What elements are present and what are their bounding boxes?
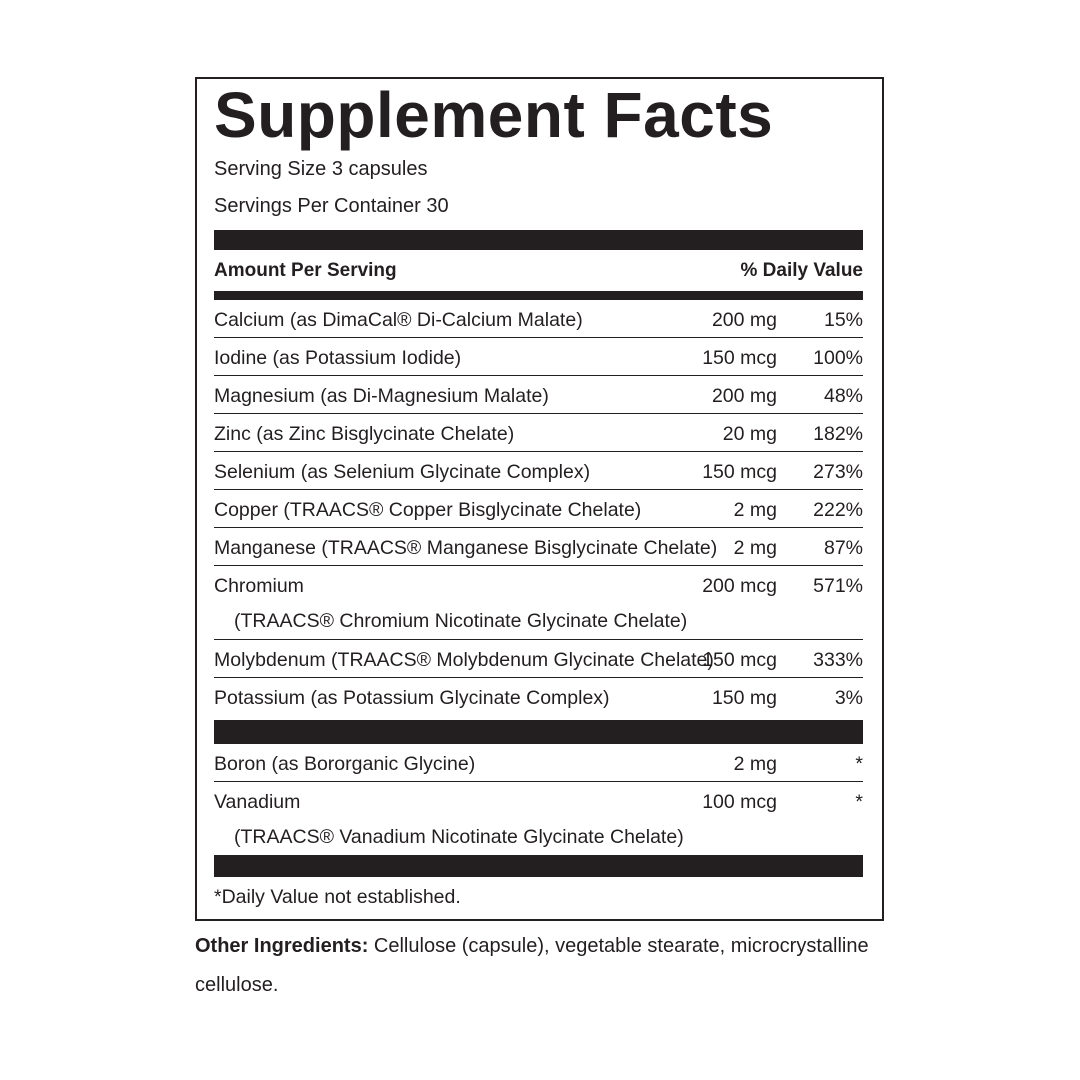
daily-value: 571%	[813, 575, 863, 597]
thick-rule	[214, 230, 863, 250]
thick-rule	[214, 291, 863, 300]
daily-value: 222%	[813, 499, 863, 521]
nutrient-row: Boron (as Bororganic Glycine) 2 mg *	[214, 744, 863, 782]
nutrient-name: Boron (as Bororganic Glycine)	[214, 753, 476, 775]
nutrient-row: Calcium (as DimaCal® Di-Calcium Malate) 2…	[214, 300, 863, 338]
nutrient-source: (TRAACS® Chromium Nicotinate Glycinate C…	[234, 610, 688, 632]
nutrient-row: Potassium (as Potassium Glycinate Comple…	[214, 678, 863, 716]
nutrient-row: Selenium (as Selenium Glycinate Complex)…	[214, 452, 863, 490]
nutrient-row: Chromium (TRAACS® Chromium Nicotinate Gly…	[214, 566, 863, 640]
amount: 2 mg	[733, 537, 777, 559]
amount: 200 mcg	[702, 575, 777, 597]
daily-value: 48%	[823, 385, 863, 407]
amount: 200 mg	[711, 309, 777, 331]
nutrient-name: Iodine (as Potassium Iodide)	[214, 347, 462, 369]
amount: 150 mcg	[702, 649, 777, 671]
daily-value: *	[855, 753, 863, 775]
amount: 100 mcg	[702, 791, 777, 813]
nutrient-row: Iodine (as Potassium Iodide) 150 mcg 100%	[214, 338, 863, 376]
amount: 150 mcg	[702, 347, 777, 369]
nutrient-row: Vanadium (TRAACS® Vanadium Nicotinate Gly…	[214, 782, 863, 855]
daily-value-header: % Daily Value	[740, 260, 863, 281]
nutrient-source: (TRAACS® Vanadium Nicotinate Glycinate C…	[234, 826, 684, 848]
amount: 150 mcg	[702, 461, 777, 483]
header-row: Amount Per Serving % Daily Value	[214, 250, 863, 291]
footnote: *Daily Value not established.	[214, 886, 461, 908]
nutrient-name: Calcium (as DimaCal® Di-Calcium Malate)	[214, 309, 583, 331]
amount: 200 mg	[711, 385, 777, 407]
daily-value: 333%	[813, 649, 863, 671]
other-ingredients-label: Other Ingredients:	[195, 935, 369, 957]
nutrient-row: Molybdenum (TRAACS® Molybdenum Glycinate…	[214, 640, 863, 678]
nutrient-name: Vanadium	[214, 791, 301, 813]
servings-per-container: Servings Per Container 30	[214, 195, 449, 217]
daily-value: 3%	[834, 687, 863, 709]
serving-size: Serving Size 3 capsules	[214, 158, 428, 180]
daily-value: 273%	[813, 461, 863, 483]
nutrient-name: Molybdenum (TRAACS® Molybdenum Glycinate…	[214, 649, 714, 671]
nutrient-name: Chromium	[214, 575, 304, 597]
amount: 2 mg	[733, 753, 777, 775]
nutrient-row: Manganese (TRAACS® Manganese Bisglycinat…	[214, 528, 863, 566]
daily-value: 15%	[823, 309, 863, 331]
nutrient-row: Zinc (as Zinc Bisglycinate Chelate) 20 mg…	[214, 414, 863, 452]
nutrient-name: Manganese (TRAACS® Manganese Bisglycinat…	[214, 537, 718, 559]
nutrient-name: Zinc (as Zinc Bisglycinate Chelate)	[214, 423, 515, 445]
nutrient-name: Selenium (as Selenium Glycinate Complex)	[214, 461, 591, 483]
supplement-facts-panel: Supplement Facts Serving Size 3 capsules…	[195, 77, 884, 921]
nutrient-name: Copper (TRAACS® Copper Bisglycinate Chel…	[214, 499, 642, 521]
thick-rule	[214, 855, 863, 877]
daily-value: 100%	[813, 347, 863, 369]
thick-rule	[214, 720, 863, 744]
amount: 2 mg	[733, 499, 777, 521]
amount-header: Amount Per Serving	[214, 260, 397, 281]
daily-value: 87%	[823, 537, 863, 559]
other-ingredients-text: Cellulose (capsule), vegetable stearate,…	[195, 935, 869, 996]
daily-value: *	[855, 791, 863, 813]
amount: 150 mg	[711, 687, 777, 709]
nutrient-row: Copper (TRAACS® Copper Bisglycinate Chel…	[214, 490, 863, 528]
nutrient-rows: Calcium (as DimaCal® Di-Calcium Malate) 2…	[214, 300, 863, 877]
amount: 20 mg	[722, 423, 777, 445]
nutrient-row: Magnesium (as Di-Magnesium Malate) 200 mg…	[214, 376, 863, 414]
daily-value: 182%	[813, 423, 863, 445]
title: Supplement Facts	[214, 79, 774, 151]
nutrient-name: Magnesium (as Di-Magnesium Malate)	[214, 385, 549, 407]
nutrient-name: Potassium (as Potassium Glycinate Comple…	[214, 687, 610, 709]
other-ingredients: Other Ingredients: Cellulose (capsule), …	[195, 927, 875, 1005]
